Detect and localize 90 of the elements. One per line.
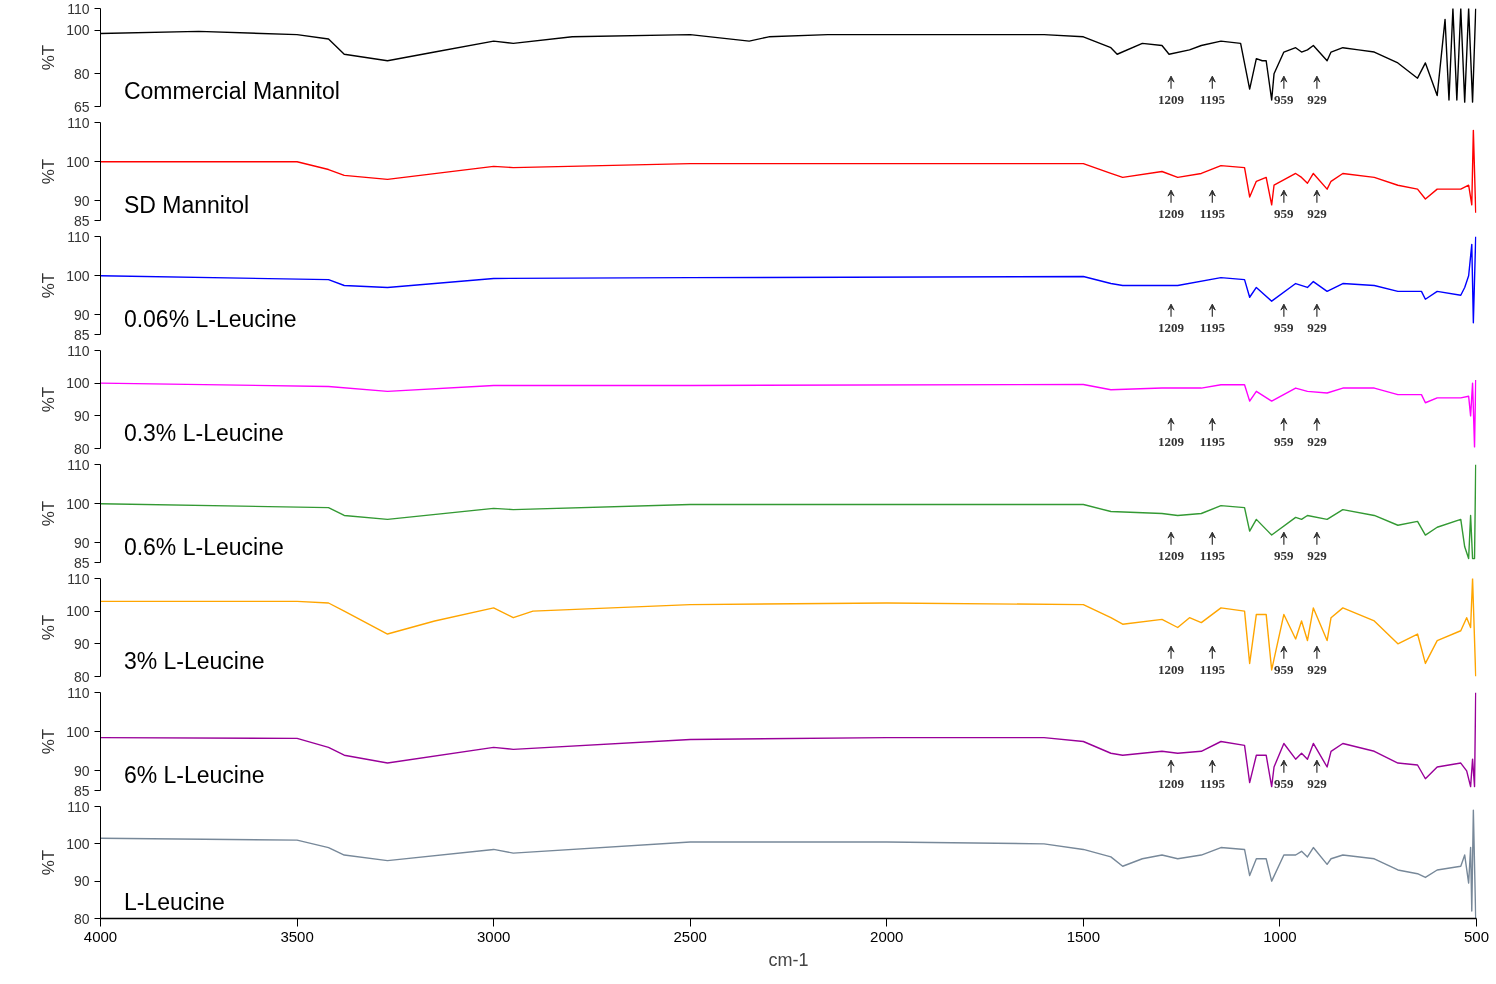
x-tick-label: 4000 <box>83 927 118 945</box>
y-tick-label: 100 <box>66 375 90 392</box>
annotation: 1195 <box>1199 433 1226 449</box>
annotation: 1209 <box>1158 547 1185 563</box>
y-tick-label: 100 <box>66 153 90 170</box>
y-tick-label: 110 <box>67 0 90 17</box>
annotation: 929 <box>1307 205 1328 221</box>
y-tick-label: 100 <box>66 723 90 740</box>
y-tick-label: 90 <box>73 534 90 551</box>
y-tick-label: 110 <box>67 342 90 359</box>
annotation: 959 <box>1274 775 1295 791</box>
annotation: 959 <box>1274 205 1295 221</box>
y-tick-label: 100 <box>66 495 90 512</box>
annotation: 1195 <box>1199 547 1226 563</box>
y-tick-label: 85 <box>73 782 90 799</box>
annotation: 929 <box>1307 775 1328 791</box>
y-axis-title: %T <box>39 158 59 185</box>
y-tick-label: 100 <box>66 835 90 852</box>
y-axis-title: %T <box>39 500 59 527</box>
line-series <box>100 379 1477 448</box>
line-series <box>100 692 1477 788</box>
annotation: 1195 <box>1199 775 1226 791</box>
x-tick-label: 1500 <box>1066 927 1101 945</box>
y-tick-label: 90 <box>73 635 90 652</box>
line-series <box>100 578 1477 677</box>
annotation: 929 <box>1307 91 1328 107</box>
y-tick-label: 110 <box>67 798 90 815</box>
annotation: 929 <box>1307 433 1328 449</box>
x-tick-label: 3500 <box>280 927 314 945</box>
annotation: 1209 <box>1158 91 1185 107</box>
annotation: 929 <box>1307 547 1328 563</box>
text: L-Leucine <box>123 889 225 916</box>
x-tick-label: 3000 <box>476 927 511 945</box>
line-series <box>100 8 1477 103</box>
y-tick-label: 80 <box>73 910 90 927</box>
y-axis-title: %T <box>39 272 59 299</box>
y-tick-label: 85 <box>73 212 90 229</box>
y-axis-title: %T <box>39 44 59 71</box>
y-tick-label: 110 <box>67 684 90 701</box>
y-tick-label: 100 <box>66 267 90 284</box>
y-tick-label: 100 <box>66 22 90 39</box>
y-tick-label: 80 <box>73 65 90 82</box>
series-label: 6% L-Leucine <box>123 761 265 788</box>
y-tick-label: 90 <box>73 762 90 779</box>
y-tick-label: 110 <box>67 228 90 245</box>
annotation: 1195 <box>1199 319 1226 335</box>
x-tick-label: 1000 <box>1263 927 1297 945</box>
y-axis-title: %T <box>39 614 59 641</box>
y-tick-label: 110 <box>67 570 90 587</box>
annotation: 959 <box>1274 319 1295 335</box>
x-tick-label: 500 <box>1463 927 1490 945</box>
x-axis-title: cm-1 <box>768 949 809 970</box>
annotation: 959 <box>1274 547 1295 563</box>
y-tick-label: 110 <box>67 456 90 473</box>
y-tick-label: 65 <box>73 98 90 115</box>
y-tick-label: 80 <box>73 668 90 685</box>
annotation: 1195 <box>1199 205 1226 221</box>
annotation: 1209 <box>1158 319 1185 335</box>
annotation: 959 <box>1274 91 1295 107</box>
annotation: 929 <box>1307 661 1328 677</box>
annotation: 959 <box>1274 433 1295 449</box>
annotation: 929 <box>1307 319 1328 335</box>
y-tick-label: 110 <box>67 114 90 131</box>
y-axis-title: %T <box>39 728 59 755</box>
annotation: 959 <box>1274 661 1295 677</box>
y-tick-label: 90 <box>73 306 90 323</box>
annotation: 1209 <box>1158 205 1185 221</box>
annotation: 1195 <box>1199 91 1226 107</box>
y-tick-label: 85 <box>73 554 90 571</box>
text: 3% L-Leucine <box>123 647 265 674</box>
series-label: 0.06% L-Leucine <box>123 305 297 332</box>
series-label: SD Mannitol <box>123 191 250 218</box>
y-tick-label: 80 <box>73 440 90 457</box>
line-series <box>100 464 1477 560</box>
annotation: 1195 <box>1199 661 1226 677</box>
x-tick-label: 2500 <box>673 927 707 945</box>
series-label: 0.6% L-Leucine <box>123 533 284 560</box>
y-axis-title: %T <box>39 849 59 876</box>
annotation: 1209 <box>1158 775 1185 791</box>
series-label: Commercial Mannitol <box>123 77 340 104</box>
y-tick-label: 90 <box>73 407 90 424</box>
y-tick-label: 85 <box>73 326 90 343</box>
x-tick-label: 2000 <box>870 927 904 945</box>
annotation: 1209 <box>1158 433 1185 449</box>
y-tick-label: 90 <box>73 192 90 209</box>
y-tick-label: 100 <box>66 603 90 620</box>
series-label: 0.3% L-Leucine <box>123 419 284 446</box>
y-tick-label: 90 <box>73 873 90 890</box>
annotation: 1209 <box>1158 661 1185 677</box>
y-axis-title: %T <box>39 386 59 413</box>
